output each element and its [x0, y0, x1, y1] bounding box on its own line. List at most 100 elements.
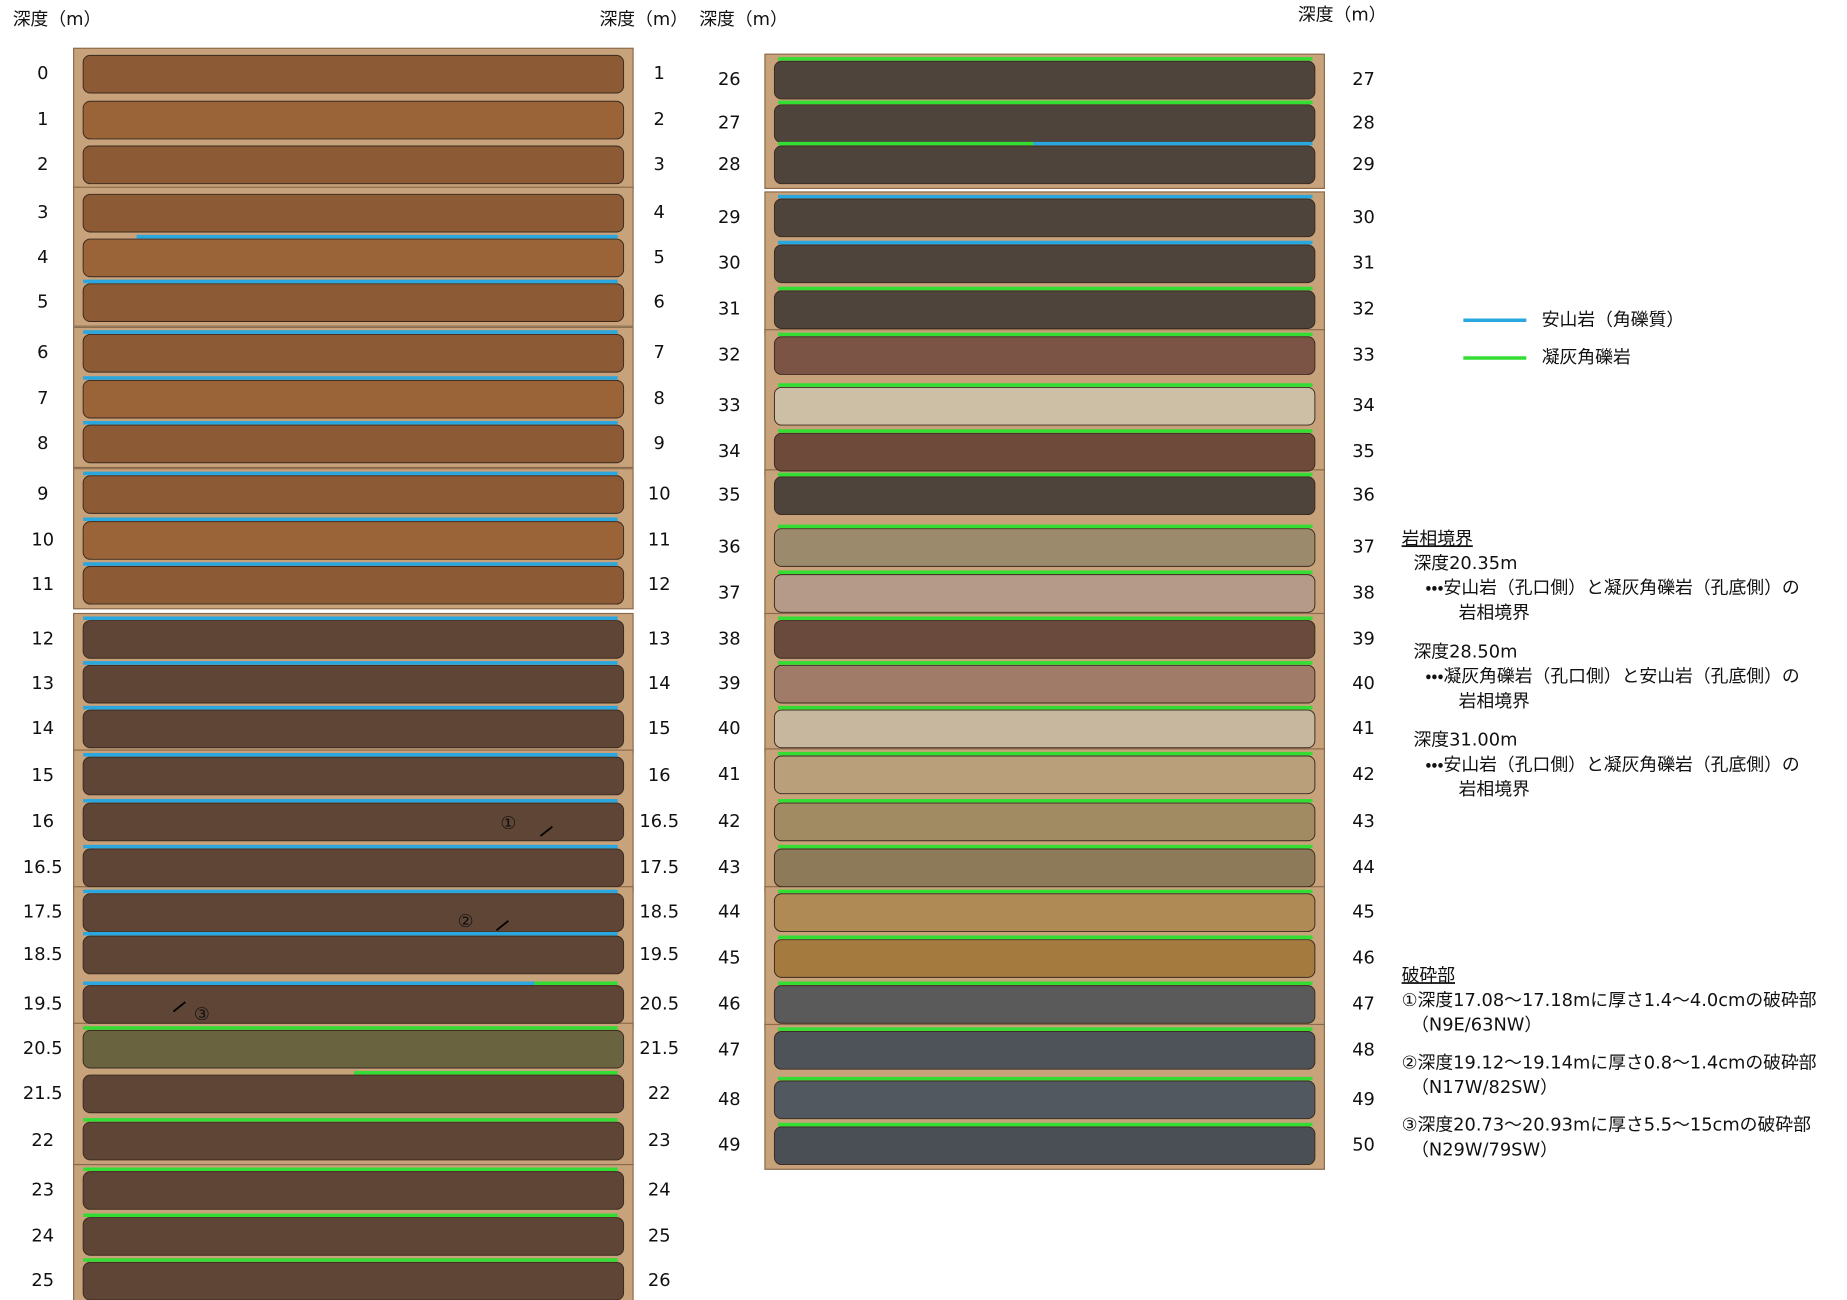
legend-label: 凝灰角礫岩 — [1542, 347, 1631, 368]
depth-label: 5 — [37, 293, 48, 313]
depth-label: 12 — [31, 629, 54, 649]
depth-label: 25 — [648, 1226, 671, 1246]
depth-label: 44 — [718, 903, 741, 923]
depth-label: 3 — [654, 155, 665, 175]
core — [83, 849, 623, 887]
depth-label: 11 — [31, 575, 54, 595]
depth-label: 32 — [1352, 300, 1375, 320]
depth-label: 1 — [654, 64, 665, 84]
core — [774, 433, 1314, 471]
depth-label: 25 — [31, 1271, 54, 1291]
core — [83, 380, 623, 418]
core — [83, 665, 623, 703]
depth-label: 29 — [1352, 155, 1375, 175]
depth-label: 23 — [648, 1131, 671, 1151]
depth-label: 49 — [1352, 1090, 1375, 1110]
depth-label: 27 — [1352, 70, 1375, 90]
core — [83, 1262, 623, 1300]
depth-label: 13 — [31, 674, 54, 694]
core — [83, 1218, 623, 1256]
boundary-text: 岩相境界 — [1459, 691, 1531, 712]
depth-label: 2 — [654, 110, 665, 130]
depth-label: 27 — [718, 114, 741, 134]
depth-label: 3 — [37, 203, 48, 223]
depth-label: 37 — [1352, 538, 1375, 558]
core — [83, 194, 623, 232]
depth-label: 26 — [718, 70, 741, 90]
depth-label: 36 — [718, 538, 741, 558]
depth-label: 16.5 — [23, 858, 63, 878]
depth-label: 37 — [718, 584, 741, 604]
depth-label: 10 — [648, 485, 671, 505]
depth-label: 5 — [654, 248, 665, 268]
core — [83, 239, 623, 277]
depth-label: 17.5 — [639, 858, 679, 878]
depth-label: 45 — [718, 949, 741, 969]
core — [83, 476, 623, 514]
depth-label: 43 — [718, 858, 741, 878]
depth-label: 42 — [718, 812, 741, 832]
header: 深度（m） — [1298, 4, 1387, 25]
depth-label: 26 — [648, 1271, 671, 1291]
depth-label: 22 — [31, 1131, 54, 1151]
boundary-text: ・・・凝灰角礫岩（孔口側）と安山岩（孔底側）の — [1425, 666, 1799, 687]
core — [83, 621, 623, 659]
core — [774, 61, 1314, 99]
core — [774, 105, 1314, 143]
core — [83, 55, 623, 93]
depth-label: 9 — [37, 485, 48, 505]
core — [83, 1122, 623, 1160]
fracture-text: ③深度20.73～20.93mに厚さ5.5～15cmの破砕部 — [1402, 1115, 1812, 1136]
depth-label: 17.5 — [23, 903, 63, 923]
depth-label: 48 — [1352, 1040, 1375, 1060]
depth-label: 29 — [718, 208, 741, 228]
depth-label: 34 — [1352, 396, 1375, 416]
core — [83, 146, 623, 184]
core — [83, 1172, 623, 1210]
depth-label: 39 — [718, 674, 741, 694]
core — [774, 477, 1314, 515]
depth-label: 14 — [648, 674, 671, 694]
depth-label: 38 — [1352, 584, 1375, 604]
depth-label: 33 — [718, 396, 741, 416]
core — [83, 757, 623, 795]
depth-label: 2 — [37, 155, 48, 175]
core — [83, 1075, 623, 1113]
depth-label: 41 — [718, 765, 741, 785]
body: { "headers": ["深度（m）", "深度（m）", "深度（m）",… — [0, 0, 1847, 1300]
depth-label: 43 — [1352, 812, 1375, 832]
depth-label: 48 — [718, 1090, 741, 1110]
core-photo-figure: 深度（m） 深度（m） 深度（m） 深度（m） 0112233445566778… — [0, 0, 1847, 1300]
depth-label: 35 — [718, 486, 741, 506]
fracture-marker: ① — [500, 814, 516, 834]
depth-label: 22 — [648, 1084, 671, 1104]
boundary-text: ・・・安山岩（孔口側）と凝灰角礫岩（孔底側）の — [1425, 578, 1799, 599]
depth-label: 35 — [1352, 442, 1375, 462]
depth-label: 46 — [1352, 949, 1375, 969]
core — [774, 387, 1314, 425]
core — [83, 425, 623, 463]
depth-label: 18.5 — [23, 945, 63, 965]
depth-label: 21.5 — [23, 1084, 63, 1104]
depth-label: 23 — [31, 1181, 54, 1201]
header: 深度（m） — [13, 9, 102, 30]
depth-label: 19.5 — [639, 945, 679, 965]
core — [774, 575, 1314, 613]
core — [774, 710, 1314, 748]
depth-label: 31 — [1352, 254, 1375, 274]
boundary-text: ・・・安山岩（孔口側）と凝灰角礫岩（孔底側）の — [1425, 754, 1799, 775]
depth-label: 31 — [718, 300, 741, 320]
depth-label: 13 — [648, 629, 671, 649]
depth-label: 38 — [718, 629, 741, 649]
page: body { margin: 0; background: #fff; font… — [0, 0, 1847, 1300]
core — [83, 101, 623, 139]
depth-label: 12 — [648, 575, 671, 595]
depth-label: 8 — [37, 434, 48, 454]
depth-label: 15 — [648, 719, 671, 739]
boundary-depth: 深度28.50m — [1413, 641, 1517, 662]
depth-label: 20.5 — [639, 994, 679, 1014]
depth-label: 24 — [648, 1181, 671, 1201]
boundary-text: 岩相境界 — [1459, 603, 1531, 624]
core — [774, 529, 1314, 567]
depth-label: 46 — [718, 994, 741, 1014]
